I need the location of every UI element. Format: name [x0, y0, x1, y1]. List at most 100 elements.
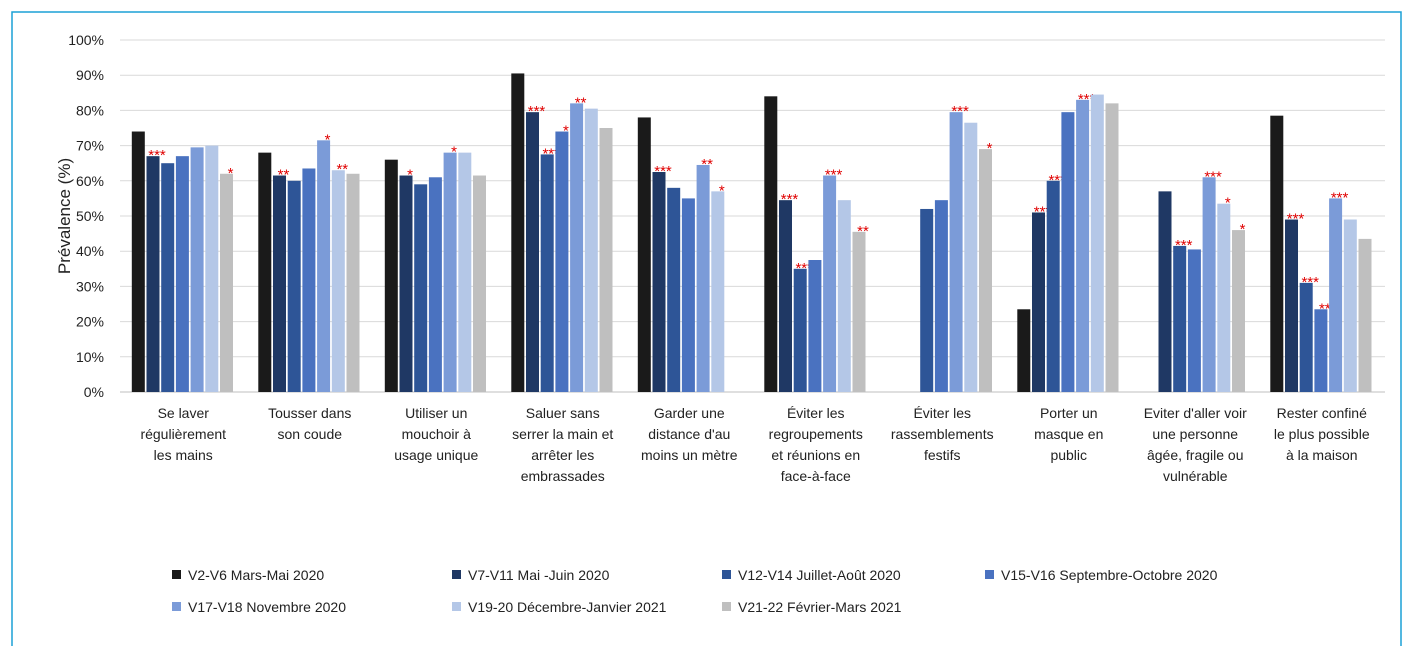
x-tick-line: Éviter les: [913, 405, 971, 421]
x-tick-line: festifs: [924, 447, 961, 463]
bar: [964, 122, 978, 392]
x-tick-line: face-à-face: [781, 468, 851, 484]
bar: [1343, 219, 1357, 392]
frame: [11, 11, 1402, 646]
bar: [1202, 177, 1216, 392]
y-tick-label: 20%: [76, 314, 104, 330]
significance-label: *: [987, 140, 993, 157]
x-tick-line: Porter un: [1040, 405, 1098, 421]
y-tick-label: 90%: [76, 67, 104, 83]
bar: [764, 96, 778, 392]
legend-label: V21-22 Février-Mars 2021: [738, 599, 902, 615]
bar: [1329, 198, 1343, 392]
bar: [1017, 309, 1031, 392]
x-tick-line: régulièrement: [140, 426, 226, 442]
bar: [1061, 112, 1075, 392]
significance-label: *: [563, 123, 569, 140]
significance-label: *: [451, 144, 457, 161]
significance-label: **: [701, 156, 713, 173]
significance-label: *: [1225, 195, 1231, 212]
x-tick-label: Eviter d'aller voir une personne âgée, fra…: [1144, 405, 1247, 484]
bar: [1046, 180, 1060, 392]
bar: [511, 73, 525, 392]
bar: [161, 163, 175, 392]
x-tick-line: et réunions en: [771, 447, 860, 463]
bar: [131, 131, 145, 392]
x-tick-line: embrassades: [521, 468, 605, 484]
x-tick-line: son coude: [277, 426, 342, 442]
bar: [823, 175, 837, 392]
legend-label: V7-V11 Mai -Juin 2020: [468, 567, 610, 583]
x-tick-line: arrêter les: [531, 447, 594, 463]
bar: [205, 145, 219, 392]
x-tick-label: Se laver régulièrement les mains: [140, 405, 226, 463]
y-tick-label: 10%: [76, 349, 104, 365]
x-tick-line: Tousser dans: [268, 405, 351, 421]
legend-swatch: [452, 602, 461, 611]
bar: [681, 198, 695, 392]
x-tick-line: les mains: [154, 447, 213, 463]
bar: [317, 140, 331, 392]
bar: [346, 173, 360, 392]
y-tick-label: 100%: [68, 32, 104, 48]
significance-label: ***: [1331, 189, 1349, 206]
legend-label: V12-V14 Juillet-Août 2020: [738, 567, 901, 583]
significance-label: **: [278, 167, 290, 184]
x-tick-label: Éviter les rassemblements festifs: [891, 405, 994, 463]
bar: [979, 149, 992, 392]
legend-label: V15-V16 Septembre-Octobre 2020: [1001, 567, 1218, 583]
bar: [570, 103, 584, 393]
legend-swatch: [722, 602, 731, 611]
significance-label: **: [1319, 300, 1331, 317]
significance-label: ***: [951, 103, 969, 120]
significance-label: **: [575, 94, 587, 111]
x-tick-label: Saluer sans serrer la main et arrêter les e…: [512, 405, 613, 484]
significance-label: *: [1240, 221, 1246, 238]
significance-label: *: [228, 165, 234, 182]
x-tick-line: serrer la main et: [512, 426, 613, 442]
bar: [837, 200, 851, 392]
y-axis-label: Prévalence (%): [55, 158, 74, 274]
bar: [949, 112, 963, 392]
bar: [555, 131, 569, 392]
bar: [711, 191, 725, 392]
significance-label: ***: [781, 191, 799, 208]
x-tick-line: Se laver: [158, 405, 210, 421]
bar: [384, 159, 398, 392]
x-tick-line: mouchoir à: [402, 426, 471, 442]
bar: [1314, 309, 1328, 392]
legend-label: V2-V6 Mars-Mai 2020: [188, 567, 324, 583]
bar: [1090, 94, 1104, 392]
bar: [414, 184, 428, 392]
x-tick-line: Rester confiné: [1277, 405, 1367, 421]
x-tick-line: usage unique: [394, 447, 478, 463]
bar: [779, 200, 792, 392]
legend-label: V19-20 Décembre-Janvier 2021: [468, 599, 667, 615]
y-tick-label: 50%: [76, 208, 104, 224]
significance-label: ***: [148, 147, 166, 164]
y-tick-label: 80%: [76, 102, 104, 118]
x-tick-line: masque en: [1034, 426, 1103, 442]
x-tick-line: public: [1050, 447, 1087, 463]
bar: [793, 268, 807, 392]
bar: [287, 180, 301, 392]
significance-label: ***: [825, 167, 843, 184]
y-tick-label: 0%: [84, 384, 104, 400]
bar: [1158, 191, 1172, 392]
x-tick-line: une personne: [1152, 426, 1238, 442]
bar: [190, 147, 204, 392]
bar: [1232, 230, 1245, 392]
bar: [302, 168, 316, 392]
legend-swatch: [172, 602, 181, 611]
y-tick-label: 30%: [76, 278, 104, 294]
bar: [1358, 238, 1372, 392]
legend-swatch: [452, 570, 461, 579]
bar: [920, 208, 934, 392]
significance-label: ***: [654, 163, 672, 180]
bar: [1187, 249, 1201, 392]
bar: [696, 164, 710, 392]
y-tick-label: 60%: [76, 173, 104, 189]
x-tick-line: Eviter d'aller voir: [1144, 405, 1247, 421]
bar: [1076, 99, 1090, 392]
